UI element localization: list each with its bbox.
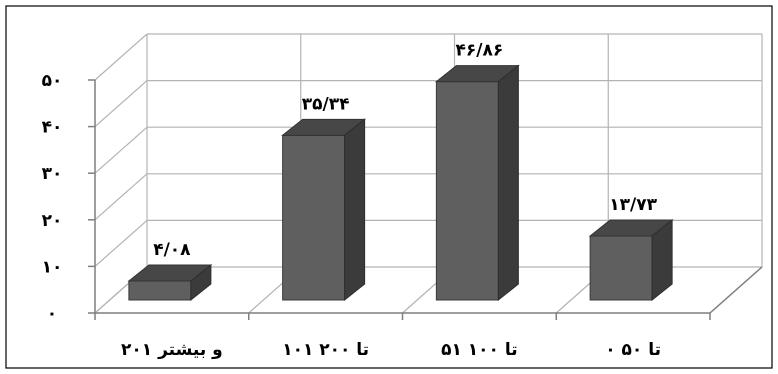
bar-front: [128, 280, 192, 301]
data-label: ۴۶/۸۶: [456, 41, 504, 61]
bar-front: [589, 235, 653, 301]
bar-side: [190, 263, 212, 302]
bar-side: [344, 118, 366, 302]
gridline-side-5: [94, 33, 148, 81]
gridline-side-3: [94, 126, 148, 174]
y-tick-label: ۱۰: [42, 257, 63, 277]
bar-0: [127, 263, 213, 302]
bar-3: [588, 218, 674, 302]
gridline-side-4: [94, 80, 148, 128]
category-label: ۰ تا ۵۰: [605, 340, 661, 360]
data-label: ۱۳/۷۳: [609, 195, 657, 215]
axes: [88, 79, 763, 320]
bar-front: [435, 81, 499, 301]
data-label: ۴/۰۸: [153, 240, 191, 260]
data-label: ۳۵/۳۴: [302, 94, 350, 114]
bar-front: [282, 134, 346, 301]
y-tick-label: ۴۰: [42, 118, 63, 138]
bar-1: [281, 118, 367, 302]
bars: [127, 64, 674, 302]
y-tick-label: ۳۰: [42, 164, 63, 184]
y-tick-label: ۲۰: [42, 211, 63, 231]
category-label: ۵۱ تا ۱۰۰: [441, 340, 518, 360]
chart-frame: [5, 5, 773, 369]
y-tick-label: ۰: [47, 304, 57, 324]
category-label: ۲۰۱ و بیشتر: [121, 340, 223, 360]
gridline-side-2: [94, 173, 148, 221]
category-label: ۱۰۱ تا ۲۰۰: [282, 340, 369, 360]
y-tick-label: ۵۰: [42, 71, 63, 91]
bar-2: [434, 64, 520, 302]
floor-right-edge: [709, 266, 763, 314]
bar-side: [651, 218, 673, 302]
labels: ۰ ۱۰ ۲۰ ۳۰ ۴۰ ۵۰ ۴/۰۸ ۲۰۱ و بیشتر ۳۵/۳۴ ۱۰۱ تا ۲۰…: [42, 41, 661, 360]
bar-side: [497, 64, 519, 302]
gridline-side-1: [94, 219, 148, 267]
